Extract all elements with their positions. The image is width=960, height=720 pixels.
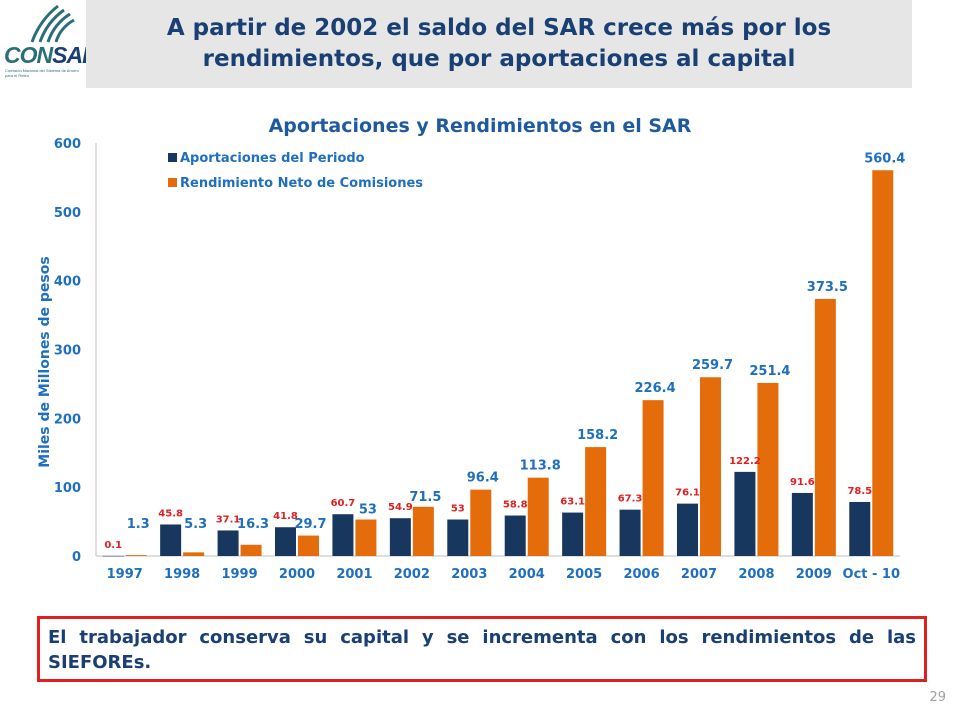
bar-rendimiento — [642, 400, 664, 556]
x-tick-label: 2005 — [566, 567, 602, 582]
data-label-aportaciones: 37.1 — [216, 514, 241, 525]
legend-label: Rendimiento Neto de Comisiones — [180, 176, 423, 191]
data-label-rendimiento: 226.4 — [635, 381, 676, 396]
consar-subtitle: Comisión Nacional del Sistema de Ahorro … — [5, 68, 79, 78]
bar-aportaciones — [677, 503, 698, 556]
bar-rendimiento — [527, 477, 549, 556]
data-label-rendimiento: 1.3 — [127, 517, 150, 532]
bar-aportaciones — [791, 492, 813, 556]
data-label-rendimiento: 71.5 — [409, 490, 441, 505]
slide-header: A partir de 2002 el saldo del SAR crece … — [86, 0, 912, 88]
x-tick-label: 2000 — [279, 567, 315, 582]
bar-rendimiento — [240, 544, 262, 556]
data-label-aportaciones: 122.2 — [729, 456, 761, 467]
data-label-rendimiento: 259.7 — [692, 358, 733, 373]
x-tick-label: 1999 — [221, 567, 257, 582]
bar-rendimiento — [470, 489, 492, 556]
x-tick-label: Oct - 10 — [843, 567, 901, 582]
x-tick-label: 2002 — [394, 567, 430, 582]
x-tick-label: 2004 — [509, 567, 545, 582]
bar-rendimiento — [585, 447, 607, 556]
data-label-rendimiento: 5.3 — [184, 517, 207, 532]
data-label-aportaciones: 54.9 — [388, 502, 413, 513]
x-tick-label: 1997 — [107, 567, 143, 582]
bar-aportaciones — [217, 530, 239, 556]
x-tick-label: 2001 — [336, 567, 372, 582]
bar-aportaciones — [275, 527, 296, 556]
bar-aportaciones — [562, 512, 584, 556]
data-label-aportaciones: 58.8 — [503, 500, 528, 511]
x-tick-label: 2007 — [681, 567, 717, 582]
x-tick-label: 2006 — [623, 567, 659, 582]
data-label-rendimiento: 560.4 — [864, 151, 905, 166]
y-tick-label: 0 — [72, 550, 81, 565]
x-tick-label: 2003 — [451, 567, 487, 582]
bar-rendimiento — [125, 555, 147, 556]
y-tick-label: 300 — [54, 344, 81, 359]
y-tick-label: 200 — [54, 412, 81, 427]
slide-title: A partir de 2002 el saldo del SAR crece … — [166, 15, 832, 72]
callout-box: El trabajador conserva su capital y se i… — [37, 616, 927, 682]
bar-chart: 0 100 200 300 400 500 600 Miles de Millones de … — [37, 137, 905, 582]
data-label-rendimiento: 251.4 — [749, 364, 790, 379]
legend-label: Aportaciones del Periodo — [180, 151, 365, 166]
x-tick-label: 2009 — [796, 567, 832, 582]
bar-rendimiento — [872, 170, 894, 556]
data-label-rendimiento: 373.5 — [807, 280, 848, 295]
bar-aportaciones — [849, 501, 871, 556]
bar-aportaciones — [332, 514, 354, 556]
bar-rendimiento — [298, 535, 319, 556]
bar-rendimiento — [814, 298, 836, 556]
data-label-rendimiento: 53 — [359, 503, 377, 518]
bar-rendimiento — [757, 382, 779, 556]
bar-rendimiento — [355, 519, 377, 556]
y-axis-title: Miles de Millones de pesos — [37, 256, 53, 467]
bar-aportaciones — [619, 509, 641, 556]
bar-aportaciones — [734, 471, 756, 556]
legend-swatch — [168, 178, 177, 187]
y-tick-label: 600 — [54, 137, 81, 152]
x-tick-label: 2008 — [738, 567, 774, 582]
data-label-aportaciones: 76.1 — [675, 488, 700, 499]
data-label-aportaciones: 53 — [451, 504, 465, 515]
y-tick-label: 100 — [54, 481, 81, 496]
data-label-aportaciones: 67.3 — [618, 494, 643, 505]
legend-swatch — [168, 153, 177, 162]
data-label-aportaciones: 60.7 — [331, 498, 356, 509]
data-label-aportaciones: 45.8 — [158, 508, 183, 519]
data-label-rendimiento: 158.2 — [577, 428, 618, 443]
bar-aportaciones — [447, 519, 469, 556]
data-label-aportaciones: 41.8 — [273, 511, 298, 522]
data-label-aportaciones: 78.5 — [847, 486, 872, 497]
data-label-rendimiento: 16.3 — [237, 517, 269, 532]
data-label-aportaciones: 63.1 — [560, 497, 585, 508]
y-tick-label: 500 — [54, 206, 81, 221]
y-tick-label: 400 — [54, 275, 81, 290]
bar-rendimiento — [412, 506, 434, 556]
data-label-rendimiento: 96.4 — [467, 471, 499, 486]
bar-rendimiento — [183, 552, 205, 556]
bar-aportaciones — [504, 515, 526, 556]
bar-aportaciones — [389, 518, 411, 556]
consar-logo-emblem — [30, 4, 75, 43]
data-label-rendimiento: 29.7 — [294, 517, 326, 532]
bar-aportaciones — [160, 524, 182, 556]
page-number: 29 — [929, 690, 946, 705]
data-label-aportaciones: 0.1 — [104, 540, 122, 551]
data-label-aportaciones: 91.6 — [790, 477, 815, 488]
bar-aportaciones — [102, 555, 124, 557]
bar-rendimiento — [700, 377, 721, 556]
x-tick-label: 1998 — [164, 567, 200, 582]
data-label-rendimiento: 113.8 — [520, 459, 561, 474]
chart-title: Aportaciones y Rendimientos en el SAR — [268, 115, 692, 137]
